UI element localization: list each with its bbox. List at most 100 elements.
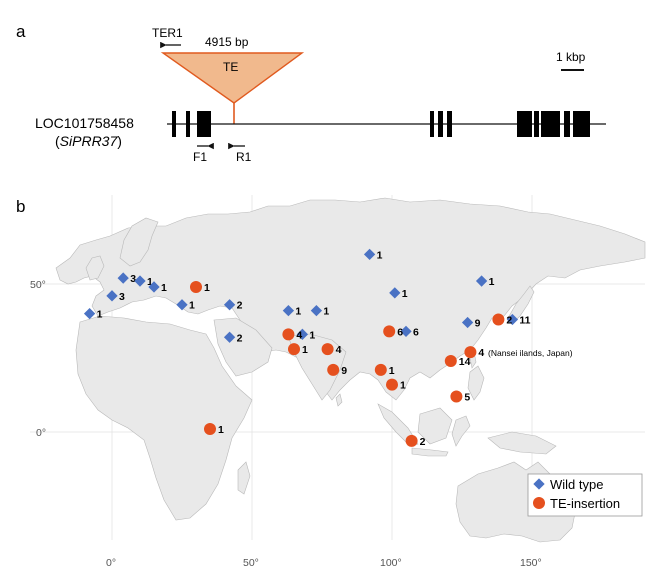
primer-f1-label: F1 (193, 150, 207, 164)
te-insertion-marker (386, 378, 398, 391)
lon-tick-label: 150° (520, 557, 542, 569)
te-insertion-count-label: 4 (296, 329, 302, 341)
gene-name-label: (SiPRR37) (55, 133, 122, 149)
legend: Wild type TE-insertion (527, 473, 643, 517)
te-insertion-count-label: 1 (218, 424, 224, 436)
legend-wild-type-marker (533, 478, 545, 490)
wild-type-marker (176, 299, 188, 311)
wild-type-count-label: 1 (147, 276, 153, 288)
te-insertion-count-label: 1 (302, 344, 308, 356)
wild-type-count-label: 3 (130, 273, 136, 285)
primer-ter1-label: TER1 (152, 26, 183, 40)
te-insertion-count-label: 4 (336, 344, 342, 356)
exon-block (430, 111, 434, 137)
land-new-guinea (487, 431, 557, 455)
te-insertion-count-label: 5 (464, 391, 470, 403)
te-insertion-triangle (160, 52, 305, 104)
te-insertion-count-label: 2 (420, 436, 426, 448)
wild-type-marker (148, 281, 160, 293)
legend-wild-type-label: Wild type (550, 477, 603, 492)
exon-block (438, 111, 443, 137)
wild-type-marker (223, 299, 236, 311)
wild-type-marker (400, 325, 412, 338)
land-philippines (467, 365, 485, 401)
lat-tick-label: 50° (30, 279, 46, 291)
wild-type-count-label: 9 (475, 317, 481, 329)
land-africa (75, 315, 253, 521)
te-insertion-count-label: 9 (341, 365, 347, 377)
exon-group (172, 111, 590, 137)
te-insertion-marker (282, 328, 295, 341)
te-insertion-count-label: 4 (478, 347, 484, 359)
wild-type-count-label: 1 (161, 282, 167, 294)
te-insertion-count-label: 1 (204, 282, 210, 294)
wild-type-marker (296, 328, 309, 340)
wild-type-marker (475, 275, 488, 287)
te-insertion-count-label: 6 (397, 326, 403, 338)
te-insertion-count-label: 1 (400, 380, 406, 392)
wild-type-count-label: 2 (237, 332, 243, 344)
exon-block (197, 111, 211, 137)
te-insertion-marker (190, 280, 202, 293)
wild-type-count-label: 6 (413, 326, 419, 338)
land-sulawesi (451, 415, 471, 447)
wild-type-count-label: 1 (489, 276, 495, 288)
land-british-isles (85, 255, 105, 281)
exon-block (517, 111, 532, 137)
legend-box (527, 473, 643, 517)
land-madagascar (237, 461, 251, 495)
wild-type-marker (363, 248, 376, 261)
te-insertion-marker (450, 390, 463, 403)
te-insertion-marker (327, 363, 340, 376)
exon-block (534, 111, 539, 137)
wild-type-count-label: 3 (119, 291, 125, 303)
lon-tick-label: 100° (380, 557, 402, 569)
wild-type-count-label: 1 (295, 306, 301, 318)
wild-type-count-label: 1 (402, 288, 408, 300)
lon-tick-label: 50° (243, 557, 259, 569)
gene-name-close: ) (117, 133, 122, 149)
land-arabia (213, 317, 273, 377)
panel-b-label: b (16, 197, 25, 216)
land-eurasia (55, 197, 646, 401)
te-insertion-count-label: 1 (389, 365, 395, 377)
wild-type-count-label: 1 (377, 249, 383, 261)
gene-name-open: ( (55, 133, 60, 149)
gene-id-label: LOC101758458 (35, 115, 134, 131)
te-insertion-count-label: 14 (459, 356, 471, 368)
wild-type-count-label: 1 (309, 329, 315, 341)
wild-type-marker (83, 307, 96, 320)
wild-type-count-label: 1 (189, 300, 195, 312)
lat-tick-label: 0° (36, 427, 46, 439)
scale-bar-label: 1 kbp (556, 50, 586, 64)
land-sri-lanka (335, 393, 343, 407)
wild-type-marker (389, 287, 401, 299)
lon-tick-label: 0° (106, 557, 116, 569)
wild-type-count-label: 11 (519, 315, 530, 327)
te-insertion-marker (383, 325, 396, 338)
te-insertion-count-label: 2 (506, 315, 512, 327)
exon-block (573, 111, 590, 137)
legend-te-insertion-label: TE-insertion (550, 496, 620, 511)
wild-type-count-label: 1 (97, 309, 103, 321)
exon-block (447, 111, 452, 137)
te-insertion-marker (444, 354, 457, 367)
legend-te-insertion-marker (533, 497, 545, 509)
wild-type-marker (223, 331, 236, 343)
wild-type-count-label: 2 (237, 300, 243, 312)
land-scandinavia (119, 217, 159, 267)
land-java (411, 447, 449, 457)
gene-name: SiPRR37 (60, 133, 119, 149)
wild-type-marker (461, 316, 474, 329)
te-insertion-marker (374, 363, 387, 376)
te-insertion-marker (321, 343, 334, 356)
te-insertion-marker (492, 313, 505, 326)
wild-type-marker (282, 304, 295, 317)
te-size-label: 4915 bp (205, 35, 249, 49)
te-label: TE (223, 60, 238, 74)
exon-block (172, 111, 176, 137)
nansei-islands-note: (Nansei ilands, Japan) (488, 348, 573, 358)
te-insertion-marker (405, 434, 418, 447)
